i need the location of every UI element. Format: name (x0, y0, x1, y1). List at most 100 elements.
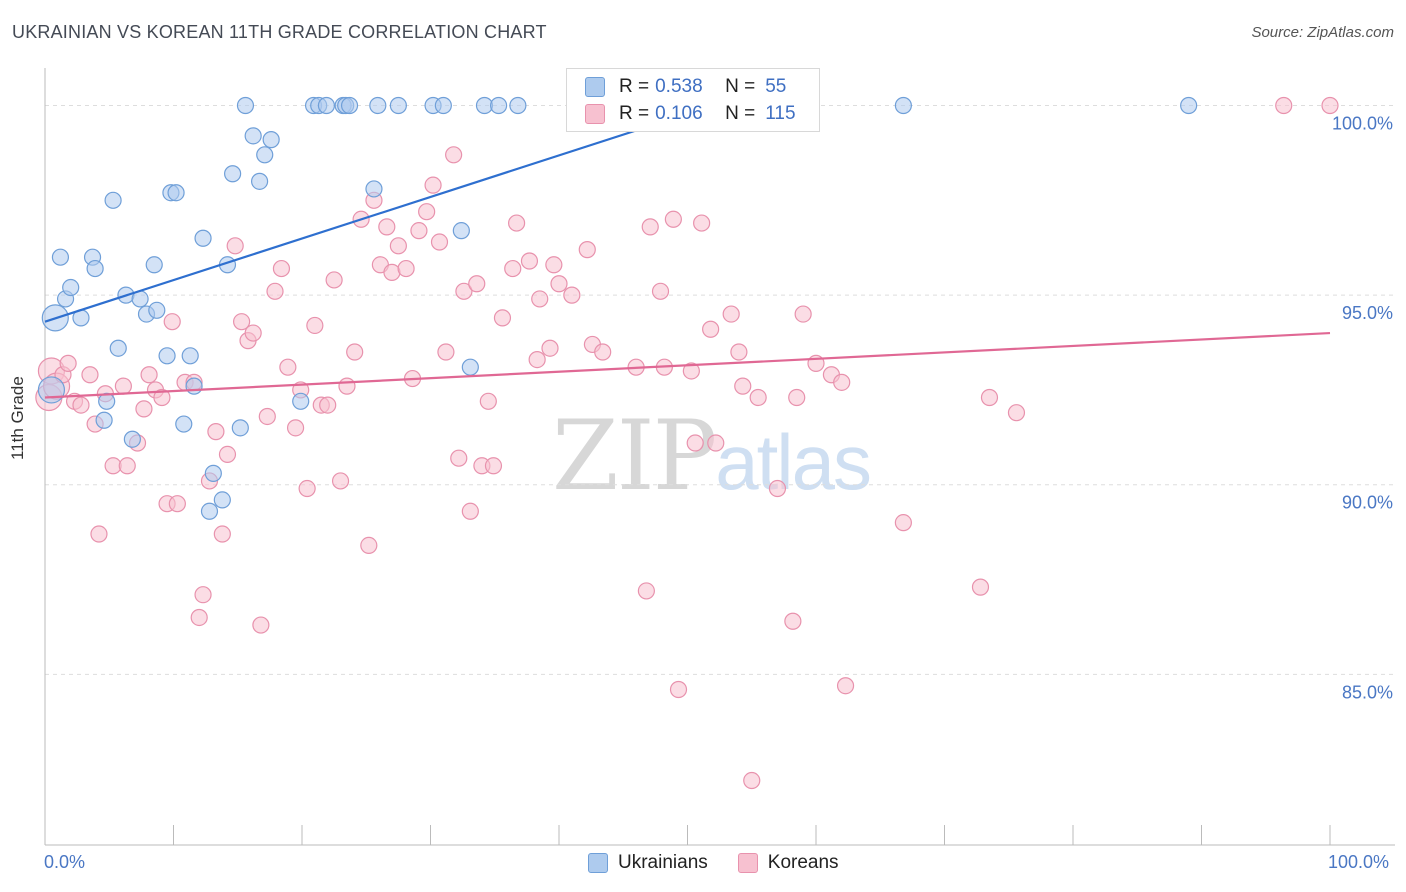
korean-point (545, 256, 563, 274)
korean-point (397, 259, 415, 278)
ukrainian-point (37, 376, 66, 404)
korean-trend-line (44, 331, 1331, 399)
korean-point (531, 290, 549, 308)
ukrainian-point (317, 96, 336, 115)
ukrainian-point (244, 127, 262, 145)
ukrainian-point (86, 259, 104, 278)
korean-point (682, 362, 700, 380)
korean-point (669, 680, 688, 699)
source-label: Source: ZipAtlas.com (1251, 24, 1394, 41)
ukrainian-point (369, 96, 387, 115)
korean-point (594, 343, 612, 361)
korean-point (258, 407, 276, 426)
ukrainian-trend-line (44, 104, 714, 323)
korean-point (72, 396, 90, 414)
ukrainian-point (389, 96, 407, 115)
korean-point (424, 176, 442, 194)
ukrainian-point (204, 464, 222, 482)
korean-point (1007, 404, 1026, 422)
y-tick-label: 100.0% (1332, 114, 1393, 134)
watermark-atlas: atlas (715, 418, 872, 506)
korean-point (702, 320, 720, 338)
korean-point (430, 233, 449, 251)
korean-point (360, 536, 378, 555)
series-legend: Ukrainians Koreans (588, 852, 869, 874)
korean-point (730, 343, 748, 361)
legend-label-koreans: Koreans (767, 852, 839, 873)
korean-point (190, 608, 208, 627)
korean-point (437, 343, 455, 361)
korean-point (90, 525, 108, 543)
x-tick-label-max: 100.0% (1328, 852, 1390, 872)
korean-point (383, 263, 401, 281)
ukrainian-point (51, 248, 70, 266)
korean-point (286, 419, 305, 437)
ukrainian-point (894, 96, 912, 115)
legend-item-ukrainians[interactable]: Ukrainians (588, 852, 708, 874)
korean-point (722, 305, 740, 323)
korean-point (389, 237, 407, 255)
ukrainian-point (452, 222, 470, 240)
korean-point (140, 366, 158, 384)
stats-legend: R = 0.538 N = 55 R = 0.106 N = 115 (566, 68, 820, 132)
ukrainian-point (461, 358, 479, 376)
legend-row-ukrainians: R = 0.538 N = 55 (585, 75, 786, 99)
ukrainian-point (148, 301, 166, 319)
y-tick-label: 90.0% (1342, 493, 1393, 513)
watermark-zip: ZIP (552, 400, 717, 512)
korean-point (218, 445, 237, 463)
legend-n-value: 115 (765, 103, 796, 124)
korean-point (331, 472, 350, 490)
korean-point (980, 388, 999, 407)
ukrainian-point (62, 278, 80, 297)
ukrainian-point (175, 415, 193, 433)
y-tick-label: 85.0% (1342, 682, 1393, 702)
ukrainian-point (250, 172, 269, 190)
ukrainian-point (194, 229, 212, 247)
korean-point (479, 392, 497, 410)
korean-point (563, 286, 581, 304)
korean-point (207, 423, 225, 441)
korean-point (118, 457, 136, 475)
korean-point (306, 316, 324, 335)
korean-point (325, 271, 343, 289)
korean-point (168, 495, 186, 513)
korean-point (833, 373, 851, 391)
ukrainian-point (365, 180, 383, 198)
ukrainian-point (490, 96, 508, 115)
korean-point (520, 252, 539, 270)
korean-point (418, 203, 436, 221)
korean-point (507, 214, 526, 232)
korean-point (298, 479, 316, 498)
korean-point (213, 525, 231, 543)
korean-point (484, 457, 503, 475)
korean-point (528, 350, 546, 369)
korean-point (445, 146, 463, 164)
korean-point (734, 377, 752, 395)
korean-point (81, 366, 99, 384)
korean-point (346, 343, 364, 361)
legend-n-value: 55 (765, 76, 787, 97)
legend-n-label: N = (725, 76, 756, 97)
ukrainian-point (231, 419, 249, 437)
legend-item-koreans[interactable]: Koreans (737, 852, 839, 874)
korean-point (707, 434, 725, 452)
korean-point (504, 259, 522, 278)
korean-point (550, 275, 568, 293)
korean-point (1321, 96, 1339, 115)
korean-point (784, 612, 802, 630)
korean-point (651, 282, 670, 300)
korean-point (693, 214, 711, 232)
legend-r-value: 0.538 (655, 76, 703, 97)
legend-swatch-ukrainians (585, 77, 605, 97)
y-tick-label: 95.0% (1342, 303, 1393, 323)
ukrainian-point (123, 430, 141, 448)
korean-point (135, 400, 153, 418)
korean-point (768, 479, 787, 498)
korean-point (749, 388, 767, 407)
ukrainian-point (95, 411, 113, 429)
legend-r-label: R = (619, 76, 650, 97)
korean-point (743, 771, 761, 790)
korean-point (279, 358, 297, 376)
